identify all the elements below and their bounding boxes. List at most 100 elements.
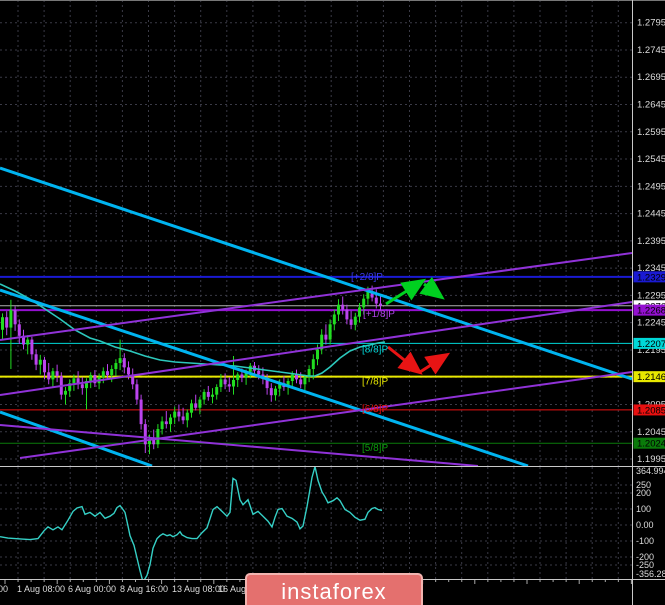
murrey-label: [+1/8]P	[363, 309, 395, 320]
candle-body	[349, 319, 353, 325]
price-tick-label: 1.2295	[637, 290, 665, 301]
candle-body	[143, 424, 147, 445]
candle-body	[17, 324, 21, 336]
candle-body	[274, 388, 277, 396]
purple-rising-upper[interactable]	[0, 252, 632, 341]
candle-body	[379, 303, 382, 306]
red-forecast-arrow[interactable]	[419, 352, 451, 375]
price-tick-label: 1.1995	[637, 454, 665, 465]
candle-body	[148, 439, 151, 445]
candle-body	[76, 378, 80, 385]
candle-body	[173, 411, 177, 418]
candle-body	[257, 370, 261, 375]
candle-body	[51, 371, 55, 380]
candle-body	[370, 291, 374, 298]
green-forecast-arrow[interactable]	[419, 276, 445, 300]
candle-body	[156, 429, 160, 445]
candle-body	[177, 411, 181, 417]
candle-body	[227, 384, 231, 387]
price-tick-label: 1.2045	[637, 427, 665, 438]
candle-body	[303, 377, 307, 385]
purple-rising-lower[interactable]	[19, 371, 632, 459]
osc-max-label: 364.9945	[636, 466, 665, 476]
candle-body	[374, 297, 378, 304]
candle-body	[169, 417, 172, 425]
candle-body	[64, 390, 67, 395]
candle-body	[219, 379, 223, 388]
candle-body	[358, 307, 361, 317]
candle-body	[160, 421, 164, 430]
candle-body	[110, 369, 114, 376]
murrey-badge-text: 1.2085	[637, 405, 665, 416]
candle-body	[236, 374, 240, 380]
candle-body	[299, 379, 303, 385]
candle-body	[269, 388, 273, 396]
candle-body	[244, 371, 248, 378]
candle-body	[206, 391, 210, 397]
osc-tick-label: -250	[636, 560, 654, 570]
cyan-channel-lower[interactable]	[0, 410, 153, 466]
oscillator-line	[0, 467, 383, 579]
candle-body	[5, 317, 9, 328]
candle-body	[185, 412, 189, 421]
osc-tick-label: 0.00	[636, 520, 654, 530]
candle-body	[106, 371, 109, 376]
osc-tick-label: -100	[636, 536, 654, 546]
candle-body	[135, 384, 139, 400]
candle-body	[114, 363, 118, 370]
cyan-channel-middle[interactable]	[0, 288, 529, 466]
candle-body	[278, 383, 282, 389]
candle-body	[265, 378, 269, 389]
candle-body	[43, 359, 46, 373]
candle-body	[232, 379, 235, 387]
candle-body	[320, 334, 324, 350]
time-label: 13 Aug 08:00	[172, 584, 225, 594]
red-forecast-arrow[interactable]	[387, 345, 423, 375]
candle-body	[55, 371, 59, 377]
candle-body	[345, 309, 349, 320]
instaforex-watermark: instaforex	[245, 573, 423, 605]
purple-rising-mid[interactable]	[0, 301, 632, 396]
candle-body	[240, 374, 244, 378]
time-label: 16 Aug 00:00	[218, 584, 271, 594]
murrey-badge-text: 1.2268	[637, 306, 665, 317]
candle-body	[164, 421, 168, 425]
candle-body	[13, 310, 17, 325]
candle-body	[127, 367, 130, 375]
price-tick-label: 1.2595	[637, 127, 665, 138]
osc-tick-label: 200	[636, 488, 651, 498]
murrey-badge	[633, 371, 665, 383]
candle-body	[362, 298, 366, 308]
candle-body	[366, 291, 370, 299]
murrey-badge-text: 1.2024	[637, 439, 665, 450]
time-label: 00	[0, 584, 8, 594]
price-tick-label: 1.2745	[637, 45, 665, 56]
green-forecast-arrow[interactable]	[385, 278, 427, 306]
osc-min-label: -356.284	[636, 569, 665, 579]
candle-body	[9, 310, 13, 328]
candle-body	[139, 399, 143, 425]
candle-body	[286, 381, 290, 388]
osc-tick-label: 100	[636, 504, 651, 514]
time-label: 1 Aug 08:00	[17, 584, 65, 594]
indicator-panel-surface[interactable]	[0, 467, 632, 579]
oscillator-panel	[0, 467, 632, 579]
candle-body	[341, 304, 345, 310]
price-tick-label: 1.2545	[637, 154, 665, 165]
candle-body	[22, 335, 25, 345]
purple-falling-low[interactable]	[0, 424, 479, 466]
candle-body	[72, 378, 76, 384]
candle-body	[311, 359, 315, 370]
murrey-badge-text: 1.2207	[637, 339, 665, 350]
candle-body	[30, 339, 34, 355]
candle-body	[198, 399, 202, 408]
price-tick-label: 1.2695	[637, 72, 665, 83]
price-tick-label: 1.2345	[637, 263, 665, 274]
osc-tick-label: -200	[636, 552, 654, 562]
candle-body	[34, 354, 38, 365]
candle-body	[194, 403, 198, 408]
cyan-channel-upper[interactable]	[0, 166, 632, 381]
price-tick-label: 1.2795	[637, 18, 665, 29]
